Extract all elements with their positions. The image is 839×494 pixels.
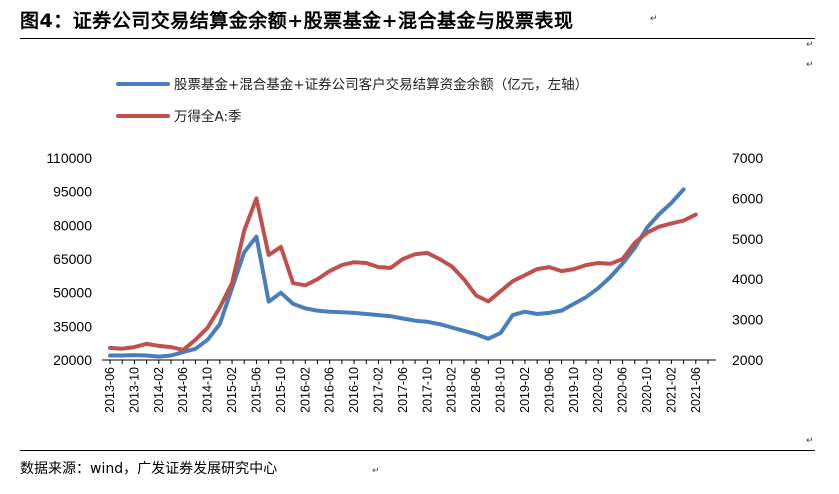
y-left-tick-label: 20000 [53, 352, 92, 368]
x-tick-label: 2020-10 [640, 367, 654, 413]
x-tick-label: 2015-02 [225, 367, 239, 413]
x-tick-label: 2014-06 [176, 367, 190, 413]
axes: 20000 35000 50000 65000 80000 95000 110000 2000… [46, 150, 763, 413]
source-note: 数据来源：wind，广发证券发展研究中心 [20, 461, 278, 477]
return-mark: ↵ [806, 60, 814, 70]
y-left-tick-label: 65000 [53, 251, 92, 267]
x-tick-label: 2018-06 [469, 367, 483, 413]
y-right-tick-label: 5000 [732, 231, 763, 247]
y-right-tick-label: 2000 [732, 352, 763, 368]
figure-title: 图4：证券公司交易结算金余额+股票基金+混合基金与股票表现 [20, 10, 574, 32]
x-tick-label: 2015-06 [249, 367, 263, 413]
x-tick-label: 2021-02 [664, 367, 678, 413]
y-right-tick-label: 3000 [732, 312, 763, 328]
x-tick-label: 2017-06 [396, 367, 410, 413]
x-tick-label: 2016-06 [323, 367, 337, 413]
x-tick-label: 2014-10 [201, 367, 215, 413]
x-tick-label: 2019-02 [518, 367, 532, 413]
y-left-tick-label: 80000 [53, 217, 92, 233]
series-line-fund-balance [108, 187, 686, 359]
series-lines [108, 187, 698, 359]
x-tick-label: 2019-06 [542, 367, 556, 413]
return-mark: ↵ [806, 436, 814, 446]
legend-label: 股票基金+混合基金+证券公司客户交易结算资金余额（亿元，左轴） [174, 76, 588, 93]
x-tick-label: 2018-10 [494, 367, 508, 413]
legend: 股票基金+混合基金+证券公司客户交易结算资金余额（亿元，左轴） 万得全A:季 [116, 76, 588, 125]
x-tick-label: 2013-10 [127, 367, 141, 413]
return-mark: ↵ [650, 14, 658, 24]
x-tick-label: 2014-02 [152, 367, 166, 413]
x-tick-label: 2013-06 [103, 367, 117, 413]
x-tick-label: 2020-06 [616, 367, 630, 413]
y-right-tick-label: 6000 [732, 190, 763, 206]
x-tick-label: 2019-10 [567, 367, 581, 413]
x-tick-label: 2015-10 [274, 367, 288, 413]
legend-label: 万得全A:季 [174, 108, 242, 125]
x-tick-label: 2016-10 [347, 367, 361, 413]
y-right-tick-label: 4000 [732, 271, 763, 287]
y-left-tick-label: 110000 [46, 150, 92, 166]
series-line-wind-a [108, 196, 698, 352]
x-tick-label: 2017-10 [420, 367, 434, 413]
bottom-rule [20, 450, 815, 451]
y-right-tick-label: 7000 [732, 150, 763, 166]
return-mark: ↵ [806, 40, 814, 50]
y-left-tick-label: 50000 [53, 285, 92, 301]
return-mark: ↵ [372, 466, 380, 476]
x-tick-label: 2018-02 [445, 367, 459, 413]
y-left-tick-label: 35000 [53, 318, 92, 334]
x-tick-label: 2017-02 [371, 367, 385, 413]
y-left-tick-label: 95000 [53, 184, 92, 200]
x-tick-label: 2021-06 [689, 367, 703, 413]
x-tick-label: 2020-02 [591, 367, 605, 413]
x-tick-label: 2016-02 [298, 367, 312, 413]
top-rule [20, 38, 815, 39]
